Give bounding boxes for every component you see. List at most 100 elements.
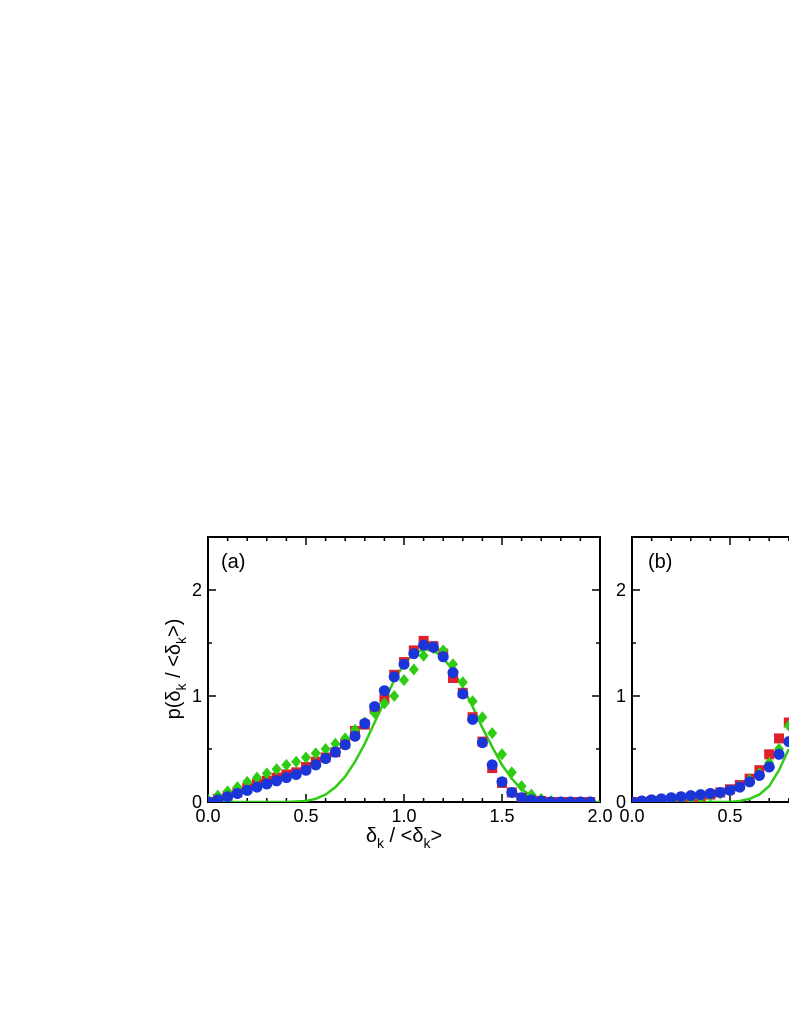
x-tick-label: 0.0 — [619, 806, 644, 826]
panel-a-data — [208, 635, 600, 802]
data-point-circle — [704, 788, 716, 800]
data-point-circle — [290, 768, 302, 780]
y-tick-label: 2 — [616, 580, 626, 600]
y-axis-title-sub: k — [173, 682, 189, 690]
x-tick-label: 0.5 — [293, 806, 318, 826]
data-point-diamond — [467, 695, 478, 708]
data-point-circle — [231, 788, 243, 800]
x-axis-title-sub: k — [377, 835, 385, 851]
fit-curve-line — [632, 748, 789, 802]
data-point-circle — [695, 789, 707, 801]
panel-a-label: (a) — [221, 551, 245, 573]
data-point-circle — [574, 796, 586, 802]
y-axis-title: p(δk / <δk>) — [163, 619, 189, 720]
data-point-circle — [251, 781, 263, 793]
data-point-circle — [496, 776, 508, 788]
data-point-diamond — [448, 658, 458, 671]
data-point-circle — [310, 759, 322, 771]
data-point-circle — [388, 671, 400, 683]
data-point-circle — [655, 793, 667, 802]
data-point-diamond — [408, 663, 419, 676]
data-point-circle — [457, 688, 469, 700]
data-point-diamond — [389, 690, 400, 702]
panel-a-ticks: 0.0 0.5 1.0 1.5 2.0 0 1 2 — [192, 536, 613, 826]
data-point-circle — [675, 791, 687, 802]
x-axis-title-sub2: k — [423, 835, 431, 851]
y-axis-title-end: >) — [163, 619, 185, 637]
data-point-diamond — [457, 676, 468, 689]
y-tick-label: 2 — [192, 580, 202, 600]
data-point-circle — [535, 795, 547, 802]
data-point-circle — [665, 792, 677, 802]
data-point-circle — [300, 764, 312, 776]
data-point-diamond — [783, 719, 789, 732]
data-point-circle — [241, 784, 253, 796]
data-point-square — [764, 749, 775, 760]
x-axis-title-main: δ — [366, 825, 377, 847]
data-point-square — [783, 717, 789, 728]
y-axis-title-mid: / <δ — [163, 644, 185, 683]
data-point-diamond — [320, 743, 331, 755]
data-point-diamond — [399, 674, 409, 687]
data-point-diamond — [271, 763, 282, 776]
x-tick-label: 1.5 — [489, 806, 514, 826]
data-point-circle — [734, 781, 746, 793]
data-point-circle — [418, 639, 430, 651]
data-point-circle — [437, 651, 449, 663]
data-point-circle — [408, 648, 420, 660]
data-point-circle — [632, 796, 638, 802]
data-point-circle — [584, 796, 596, 802]
y-tick-label: 1 — [192, 686, 202, 706]
data-point-circle — [369, 701, 381, 713]
data-point-circle — [724, 784, 736, 796]
data-point-circle — [359, 718, 371, 730]
data-point-circle — [486, 759, 498, 771]
x-tick-label: 0.0 — [195, 806, 220, 826]
x-tick-label: 0.5 — [717, 806, 742, 826]
data-point-circle — [516, 792, 528, 802]
data-point-diamond — [379, 697, 390, 710]
y-tick-label: 1 — [616, 686, 626, 706]
y-tick-label: 0 — [616, 792, 626, 812]
data-point-circle — [212, 794, 224, 802]
data-point-circle — [398, 658, 410, 670]
data-point-diamond — [310, 747, 321, 760]
x-axis-title-rest: / <δ — [384, 825, 423, 847]
data-point-circle — [783, 736, 789, 748]
data-point-circle — [349, 730, 361, 742]
data-point-circle — [565, 796, 577, 802]
data-point-circle — [208, 796, 214, 802]
data-point-circle — [763, 761, 775, 773]
x-axis-title-end: > — [430, 825, 442, 847]
x-tick-label: 1.0 — [391, 806, 416, 826]
data-point-circle — [525, 794, 537, 802]
data-point-diamond — [301, 751, 311, 764]
data-point-circle — [329, 746, 341, 758]
data-point-circle — [744, 776, 756, 788]
data-point-circle — [222, 791, 234, 802]
data-point-diamond — [516, 780, 527, 793]
data-point-diamond — [291, 755, 302, 768]
data-point-diamond — [418, 649, 429, 662]
data-point-diamond — [330, 737, 341, 750]
panel-b-label: (b) — [648, 551, 672, 573]
data-point-circle — [773, 748, 785, 760]
y-axis-title-pre: p(δ — [163, 690, 185, 719]
data-point-diamond — [497, 748, 507, 761]
data-point-diamond — [487, 727, 498, 740]
data-point-circle — [339, 739, 351, 751]
data-point-circle — [320, 753, 332, 765]
y-axis-title-sub2: k — [173, 636, 189, 644]
data-point-circle — [636, 795, 648, 802]
data-point-circle — [280, 772, 292, 784]
x-axis-title: δk / <δk> — [366, 825, 442, 851]
panel-b-data — [632, 717, 789, 802]
data-point-circle — [447, 667, 459, 679]
data-point-circle — [753, 770, 765, 781]
data-point-circle — [427, 641, 439, 653]
data-point-square — [774, 733, 784, 744]
data-point-circle — [685, 790, 697, 802]
data-point-circle — [476, 737, 488, 749]
